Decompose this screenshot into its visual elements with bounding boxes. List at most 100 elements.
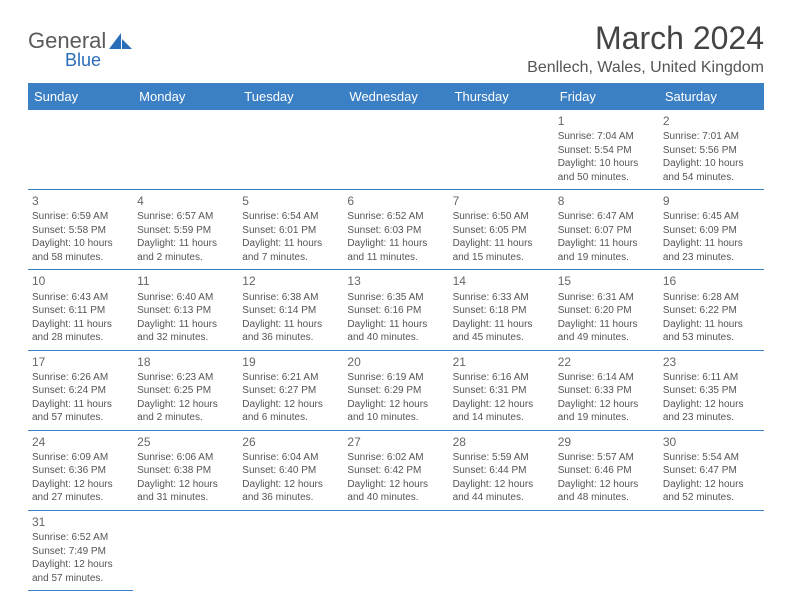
calendar-cell: 11Sunrise: 6:40 AMSunset: 6:13 PMDayligh… [133, 270, 238, 350]
sunrise-text: Sunrise: 6:21 AM [242, 371, 339, 385]
location: Benllech, Wales, United Kingdom [527, 59, 764, 77]
calendar-cell [449, 510, 554, 590]
calendar-cell: 4Sunrise: 6:57 AMSunset: 5:59 PMDaylight… [133, 190, 238, 270]
calendar-cell: 21Sunrise: 6:16 AMSunset: 6:31 PMDayligh… [449, 350, 554, 430]
calendar-cell: 18Sunrise: 6:23 AMSunset: 6:25 PMDayligh… [133, 350, 238, 430]
sunset-text: Sunset: 6:29 PM [347, 384, 444, 398]
daylight-text: Daylight: 10 hours [663, 157, 760, 171]
logo-text-blue: Blue [65, 50, 101, 71]
calendar-cell: 26Sunrise: 6:04 AMSunset: 6:40 PMDayligh… [238, 430, 343, 510]
day-number: 9 [663, 193, 760, 209]
daylight-text: Daylight: 11 hours [663, 318, 760, 332]
sunrise-text: Sunrise: 6:28 AM [663, 291, 760, 305]
day-number: 5 [242, 193, 339, 209]
sunrise-text: Sunrise: 6:54 AM [242, 210, 339, 224]
sunset-text: Sunset: 6:14 PM [242, 304, 339, 318]
sunrise-text: Sunrise: 6:02 AM [347, 451, 444, 465]
day-number: 8 [558, 193, 655, 209]
sunset-text: Sunset: 6:27 PM [242, 384, 339, 398]
sunrise-text: Sunrise: 6:23 AM [137, 371, 234, 385]
day-number: 21 [453, 354, 550, 370]
calendar-cell [449, 110, 554, 190]
daylight-text: Daylight: 12 hours [453, 398, 550, 412]
daylight-text: and 7 minutes. [242, 251, 339, 265]
calendar-row: 31Sunrise: 6:52 AMSunset: 7:49 PMDayligh… [28, 510, 764, 590]
sunset-text: Sunset: 6:35 PM [663, 384, 760, 398]
sunrise-text: Sunrise: 6:52 AM [32, 531, 129, 545]
sunset-text: Sunset: 6:01 PM [242, 224, 339, 238]
calendar-cell: 9Sunrise: 6:45 AMSunset: 6:09 PMDaylight… [659, 190, 764, 270]
sunrise-text: Sunrise: 5:57 AM [558, 451, 655, 465]
day-header: Tuesday [238, 83, 343, 110]
daylight-text: and 54 minutes. [663, 171, 760, 185]
day-number: 16 [663, 273, 760, 289]
calendar-cell: 23Sunrise: 6:11 AMSunset: 6:35 PMDayligh… [659, 350, 764, 430]
day-number: 23 [663, 354, 760, 370]
daylight-text: Daylight: 11 hours [32, 318, 129, 332]
calendar-cell [659, 510, 764, 590]
calendar-table: SundayMondayTuesdayWednesdayThursdayFrid… [28, 83, 764, 591]
sunrise-text: Sunrise: 6:43 AM [32, 291, 129, 305]
daylight-text: Daylight: 12 hours [558, 478, 655, 492]
daylight-text: Daylight: 11 hours [242, 237, 339, 251]
calendar-cell: 16 Sunrise: 6:28 AMSunset: 6:22 PMDayligh… [659, 270, 764, 350]
day-number: 13 [347, 273, 444, 289]
calendar-head: SundayMondayTuesdayWednesdayThursdayFrid… [28, 83, 764, 110]
sunset-text: Sunset: 6:05 PM [453, 224, 550, 238]
daylight-text: Daylight: 12 hours [663, 398, 760, 412]
calendar-cell: 7Sunrise: 6:50 AMSunset: 6:05 PMDaylight… [449, 190, 554, 270]
sunrise-text: Sunrise: 6:16 AM [453, 371, 550, 385]
calendar-cell [343, 510, 448, 590]
day-number: 12 [242, 273, 339, 289]
daylight-text: and 36 minutes. [242, 331, 339, 345]
daylight-text: and 40 minutes. [347, 491, 444, 505]
day-number: 4 [137, 193, 234, 209]
daylight-text: Daylight: 12 hours [347, 478, 444, 492]
day-header: Wednesday [343, 83, 448, 110]
calendar-body: 1Sunrise: 7:04 AMSunset: 5:54 PMDaylight… [28, 110, 764, 591]
sunrise-text: Sunrise: 6:14 AM [558, 371, 655, 385]
sunset-text: Sunset: 5:54 PM [558, 144, 655, 158]
calendar-row: 24Sunrise: 6:09 AMSunset: 6:36 PMDayligh… [28, 430, 764, 510]
day-number: 19 [242, 354, 339, 370]
calendar-cell: 1Sunrise: 7:04 AMSunset: 5:54 PMDaylight… [554, 110, 659, 190]
daylight-text: and 2 minutes. [137, 411, 234, 425]
day-number: 6 [347, 193, 444, 209]
daylight-text: Daylight: 11 hours [137, 237, 234, 251]
sunset-text: Sunset: 6:38 PM [137, 464, 234, 478]
daylight-text: and 6 minutes. [242, 411, 339, 425]
sunrise-text: Sunrise: 6:59 AM [32, 210, 129, 224]
calendar-cell: 12Sunrise: 6:38 AMSunset: 6:14 PMDayligh… [238, 270, 343, 350]
calendar-cell [28, 110, 133, 190]
calendar-cell [133, 110, 238, 190]
calendar-cell: 31Sunrise: 6:52 AMSunset: 7:49 PMDayligh… [28, 510, 133, 590]
daylight-text: and 49 minutes. [558, 331, 655, 345]
sunrise-text: Sunrise: 6:11 AM [663, 371, 760, 385]
day-number: 29 [558, 434, 655, 450]
day-number: 2 [663, 113, 760, 129]
calendar-row: 17Sunrise: 6:26 AMSunset: 6:24 PMDayligh… [28, 350, 764, 430]
day-number: 3 [32, 193, 129, 209]
daylight-text: Daylight: 11 hours [347, 237, 444, 251]
sunrise-text: Sunrise: 6:26 AM [32, 371, 129, 385]
daylight-text: Daylight: 11 hours [32, 398, 129, 412]
day-number: 30 [663, 434, 760, 450]
sunset-text: Sunset: 6:22 PM [663, 304, 760, 318]
daylight-text: and 2 minutes. [137, 251, 234, 265]
sunrise-text: Sunrise: 5:54 AM [663, 451, 760, 465]
title-block: March 2024 Benllech, Wales, United Kingd… [527, 20, 764, 77]
daylight-text: and 57 minutes. [32, 411, 129, 425]
sunrise-text: Sunrise: 7:04 AM [558, 130, 655, 144]
sunrise-text: Sunrise: 6:47 AM [558, 210, 655, 224]
sunset-text: Sunset: 5:59 PM [137, 224, 234, 238]
daylight-text: and 50 minutes. [558, 171, 655, 185]
calendar-cell: 29Sunrise: 5:57 AMSunset: 6:46 PMDayligh… [554, 430, 659, 510]
sail-icon [108, 31, 134, 51]
daylight-text: and 28 minutes. [32, 331, 129, 345]
calendar-cell: 15Sunrise: 6:31 AMSunset: 6:20 PMDayligh… [554, 270, 659, 350]
sunset-text: Sunset: 6:16 PM [347, 304, 444, 318]
daylight-text: and 14 minutes. [453, 411, 550, 425]
header: General March 2024 Benllech, Wales, Unit… [28, 20, 764, 77]
day-number: 31 [32, 514, 129, 530]
daylight-text: and 23 minutes. [663, 411, 760, 425]
